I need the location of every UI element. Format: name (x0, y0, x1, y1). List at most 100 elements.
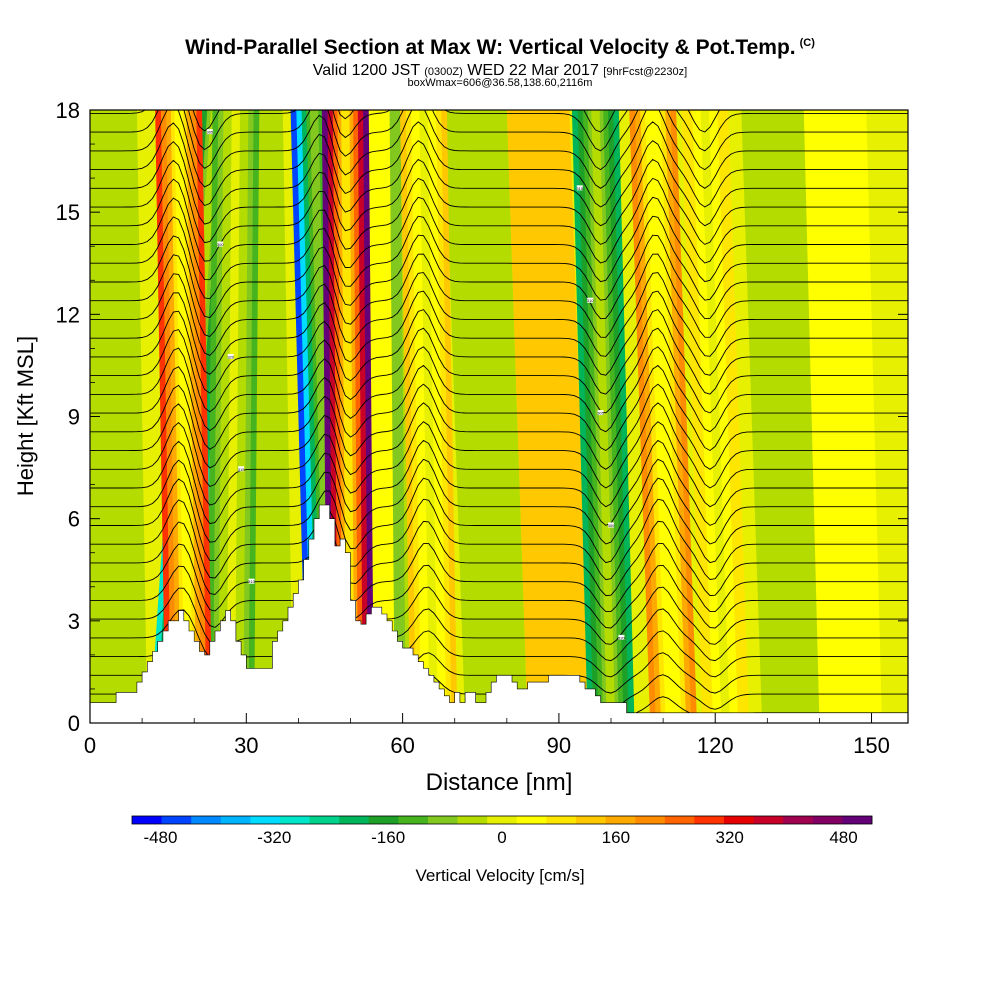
y-tick-label-9: 9 (68, 405, 80, 430)
colorbar-swatch-10 (428, 816, 458, 824)
isentrope-20 (90, 290, 908, 376)
colorbar-swatch-1 (161, 816, 192, 824)
isentrope-21 (90, 272, 908, 357)
isentrope-26 (90, 177, 908, 264)
isentrope-16 (90, 364, 908, 452)
isentrope-label-13: 315 (238, 467, 245, 472)
isentrope-22 (90, 253, 908, 338)
x-tick-label-150: 150 (853, 733, 890, 758)
isentrope-10 (90, 477, 908, 564)
colorbar-tick--160: -160 (371, 828, 405, 847)
isentrope-13 (90, 421, 908, 508)
colorbar-swatch-17 (635, 816, 666, 824)
isentrope-30 (90, 110, 908, 189)
isentrope-28 (90, 140, 908, 227)
y-tick-label-3: 3 (68, 609, 80, 634)
downdraft-band-3-layer-4 (226, 110, 241, 723)
colorbar-swatch-5 (280, 816, 310, 824)
y-tick-label-15: 15 (56, 200, 80, 225)
colorbar-swatch-12 (487, 816, 518, 824)
isentrope-8 (90, 520, 908, 597)
valid-utc: (0300Z) (424, 66, 463, 78)
x-tick-label-30: 30 (234, 733, 258, 758)
colorbar-swatch-14 (546, 816, 577, 824)
isentrope-17 (90, 346, 908, 433)
isentrope-15 (90, 383, 908, 470)
isentrope-label-22: 310 (587, 298, 594, 303)
colorbar-swatch-21 (753, 816, 784, 824)
x-tick-label-90: 90 (547, 733, 571, 758)
colorbar-swatch-3 (220, 816, 251, 824)
colorbar-swatch-22 (783, 816, 814, 824)
isentrope-label-bg-31 (206, 129, 213, 135)
colorbar-swatch-23 (812, 816, 843, 824)
colorbar-tick-320: 320 (716, 828, 744, 847)
updraft-band-4 (681, 110, 750, 723)
isentrope-label-bg-10 (608, 522, 615, 528)
isentrope-32 (90, 110, 908, 152)
isentrope-24 (90, 215, 908, 301)
isentrope-label-bg-28 (576, 185, 583, 191)
x-tick-label-120: 120 (697, 733, 734, 758)
copyright-mark: (C) (799, 37, 815, 49)
isentrope-label-bg-25 (217, 241, 224, 247)
isentrope-31 (90, 110, 908, 171)
isentrope-label-28: 315 (576, 186, 583, 191)
colorbar-swatch-7 (339, 816, 370, 824)
y-tick-label-18: 18 (56, 98, 80, 123)
isentrope-label-bg-13 (238, 466, 245, 472)
colorbar-swatch-6 (309, 816, 340, 824)
isentrope-27 (90, 158, 908, 245)
isentrope-label-25: 300 (217, 242, 224, 247)
updraft-band-2-layer-4 (419, 110, 439, 723)
x-axis-label: Distance [nm] (426, 769, 573, 796)
colorbar-swatch-19 (694, 816, 725, 824)
valid-time: Valid 1200 JST (312, 62, 420, 79)
colorbar-frame (131, 815, 873, 825)
isentrope-25 (90, 196, 908, 283)
isentrope-14 (90, 402, 908, 489)
colorbar-swatch-16 (605, 816, 636, 824)
downdraft-band-2 (571, 110, 635, 723)
colorbar-swatch-13 (516, 816, 547, 824)
valid-date: WED 22 Mar 2017 (467, 62, 599, 79)
colorbar-tick--320: -320 (257, 828, 291, 847)
colorbar-swatch-18 (664, 816, 695, 824)
chart-subtitle: Valid 1200 JST (0300Z) WED 22 Mar 2017 [… (0, 62, 1000, 80)
colorbar-swatch-8 (368, 816, 399, 824)
isentrope-label-10: 300 (608, 523, 615, 528)
isentrope-label-19: 320 (227, 354, 234, 359)
updraft-band-0 (155, 110, 213, 723)
updraft-band-0-layer-4 (174, 110, 194, 723)
isentrope-label-7: 310 (248, 579, 255, 584)
colorbar-tick--480: -480 (143, 828, 177, 847)
colorbar-swatch-9 (398, 816, 429, 824)
updraft-band-3-layer-4 (648, 110, 678, 723)
colorbar-swatch-15 (576, 816, 606, 824)
x-tick-label-60: 60 (390, 733, 414, 758)
x-tick-label-0: 0 (84, 733, 96, 758)
isentrope-label-bg-16 (597, 410, 604, 416)
isentrope-19 (90, 309, 908, 395)
colorbar-swatch-11 (457, 816, 488, 824)
isentrope-label-31: 305 (206, 130, 213, 135)
colorbar-tick-0: 0 (497, 828, 506, 847)
chart-title: Wind-Parallel Section at Max W: Vertical… (185, 36, 815, 59)
isentrope-label-bg-4 (618, 634, 625, 640)
isentrope-label-bg-7 (248, 578, 255, 584)
isentrope-12 (90, 439, 908, 526)
isentrope-29 (90, 121, 908, 208)
updraft-band-3 (629, 110, 697, 723)
terrain-mask (90, 504, 908, 723)
isentrope-9 (90, 498, 908, 581)
isentrope-label-bg-22 (587, 297, 594, 303)
colorbar-swatch-0 (132, 816, 162, 824)
box-info: boxWmax=606@36.58,138.60,2116m (407, 77, 593, 89)
isentrope-18 (90, 327, 908, 414)
colorbar-tick-160: 160 (602, 828, 630, 847)
forecast-tag: [9hrFcst@2230z] (603, 66, 688, 78)
colorbar-swatch-2 (191, 816, 222, 824)
colorbar-swatch-20 (724, 816, 754, 824)
isentrope-label-16: 305 (597, 411, 604, 416)
